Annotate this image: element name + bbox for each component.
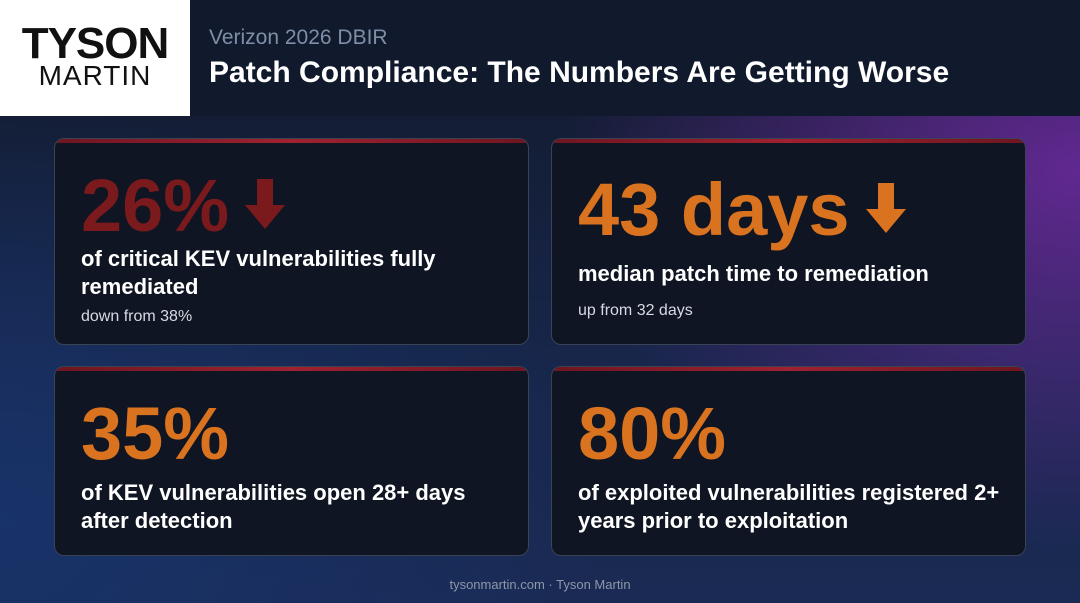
stat-value: 80% (578, 392, 727, 475)
card-accent-bar (552, 367, 1025, 371)
logo-text-first: TYSON (21, 19, 170, 68)
stat-note: down from 38% (81, 308, 193, 325)
stat-card-patch-time: 43 days median patch time to remediation… (551, 138, 1026, 345)
stat-value: 43 days (578, 168, 850, 251)
stat-label: of KEV vulnerabilities open 28+ days aft… (81, 480, 466, 533)
stat-row: 35% (81, 397, 229, 471)
logo: TYSON MARTIN (0, 0, 190, 116)
footer-credit: tysonmartin.com · Tyson Martin (449, 577, 631, 592)
stat-value: 26% (81, 164, 230, 247)
down-arrow-icon (243, 177, 287, 235)
stat-card-kev-open: 35% of KEV vulnerabilities open 28+ days… (54, 366, 529, 556)
stat-row: 26% (81, 169, 287, 243)
stat-row: 43 days (578, 173, 908, 247)
stat-card-exploited: 80% of exploited vulnerabilities registe… (551, 366, 1026, 556)
card-accent-bar (55, 139, 528, 143)
down-arrow-icon (864, 181, 908, 239)
logo-text-last: MARTIN (38, 60, 152, 91)
page-title: Patch Compliance: The Numbers Are Gettin… (209, 56, 950, 89)
stat-row: 80% (578, 397, 726, 471)
stat-value: 35% (81, 392, 230, 475)
stat-note: up from 32 days (578, 302, 693, 319)
page-subtitle: Verizon 2026 DBIR (209, 26, 388, 49)
stat-label: median patch time to remediation (578, 261, 929, 286)
stat-label: of critical KEV vulnerabilities fully re… (81, 246, 436, 299)
header-bar: TYSON MARTIN Verizon 2026 DBIR Patch Com… (0, 0, 1080, 116)
stat-card-kev-remediated: 26% of critical KEV vulnerabilities full… (54, 138, 529, 345)
card-accent-bar (55, 367, 528, 371)
card-accent-bar (552, 139, 1025, 143)
stat-label: of exploited vulnerabilities registered … (578, 480, 1000, 533)
